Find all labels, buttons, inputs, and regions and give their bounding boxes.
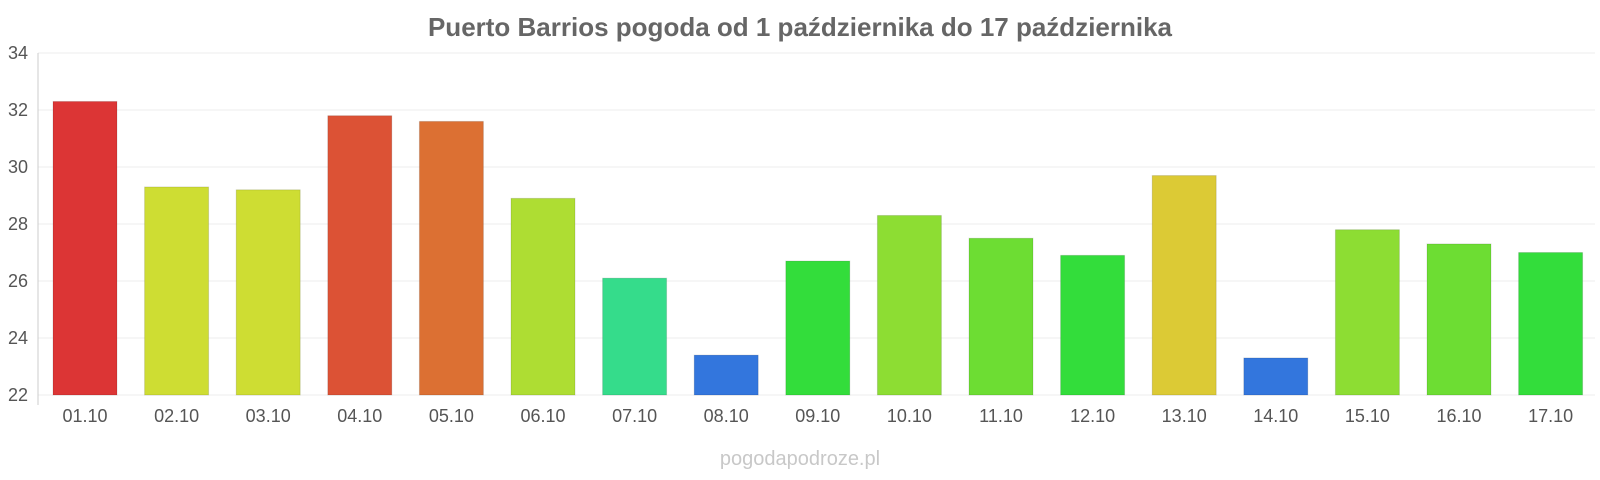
y-tick-label: 22 [8,385,28,405]
x-tick-label: 12.10 [1070,406,1115,426]
bar [968,237,1034,396]
bar [510,197,576,396]
bar [327,115,393,396]
bar [52,100,118,396]
x-tick-label: 14.10 [1253,406,1298,426]
x-tick-label: 13.10 [1162,406,1207,426]
x-tick-label: 08.10 [704,406,749,426]
y-tick-label: 24 [8,328,28,348]
x-tick-label: 03.10 [246,406,291,426]
x-tick-label: 01.10 [62,406,107,426]
bar [1060,254,1126,396]
bar [693,354,759,396]
bar [1334,229,1400,396]
y-tick-label: 28 [8,214,28,234]
bar [1426,243,1492,396]
y-axis: 22 24 26 28 30 32 34 [8,43,39,405]
bar [785,260,851,396]
bar [1243,357,1309,396]
x-tick-label: 11.10 [979,406,1023,426]
bar [1518,252,1584,396]
chart-title: Puerto Barrios pogoda od 1 października … [428,12,1173,42]
y-tick-label: 32 [8,100,28,120]
watermark: pogodapodroze.pl [720,448,880,470]
x-axis: 01.10 02.10 03.10 04.10 05.10 06.10 07.10 08.10… [62,406,1573,426]
x-tick-label: 06.10 [520,406,565,426]
y-tick-label: 30 [8,157,28,177]
bar [602,277,668,396]
bar [235,189,301,396]
bar [144,186,210,396]
y-tick-label: 26 [8,271,28,291]
y-tick-label: 34 [8,43,28,63]
x-tick-label: 09.10 [795,406,840,426]
x-tick-label: 15.10 [1345,406,1390,426]
bar [418,120,484,396]
bar [1151,175,1217,396]
bar [876,214,942,396]
x-tick-label: 16.10 [1436,406,1481,426]
bars [52,100,1584,396]
x-tick-label: 07.10 [612,406,657,426]
x-tick-label: 10.10 [887,406,932,426]
x-tick-label: 05.10 [429,406,474,426]
x-tick-label: 02.10 [154,406,199,426]
x-tick-label: 04.10 [337,406,382,426]
x-tick-label: 17.10 [1528,406,1573,426]
